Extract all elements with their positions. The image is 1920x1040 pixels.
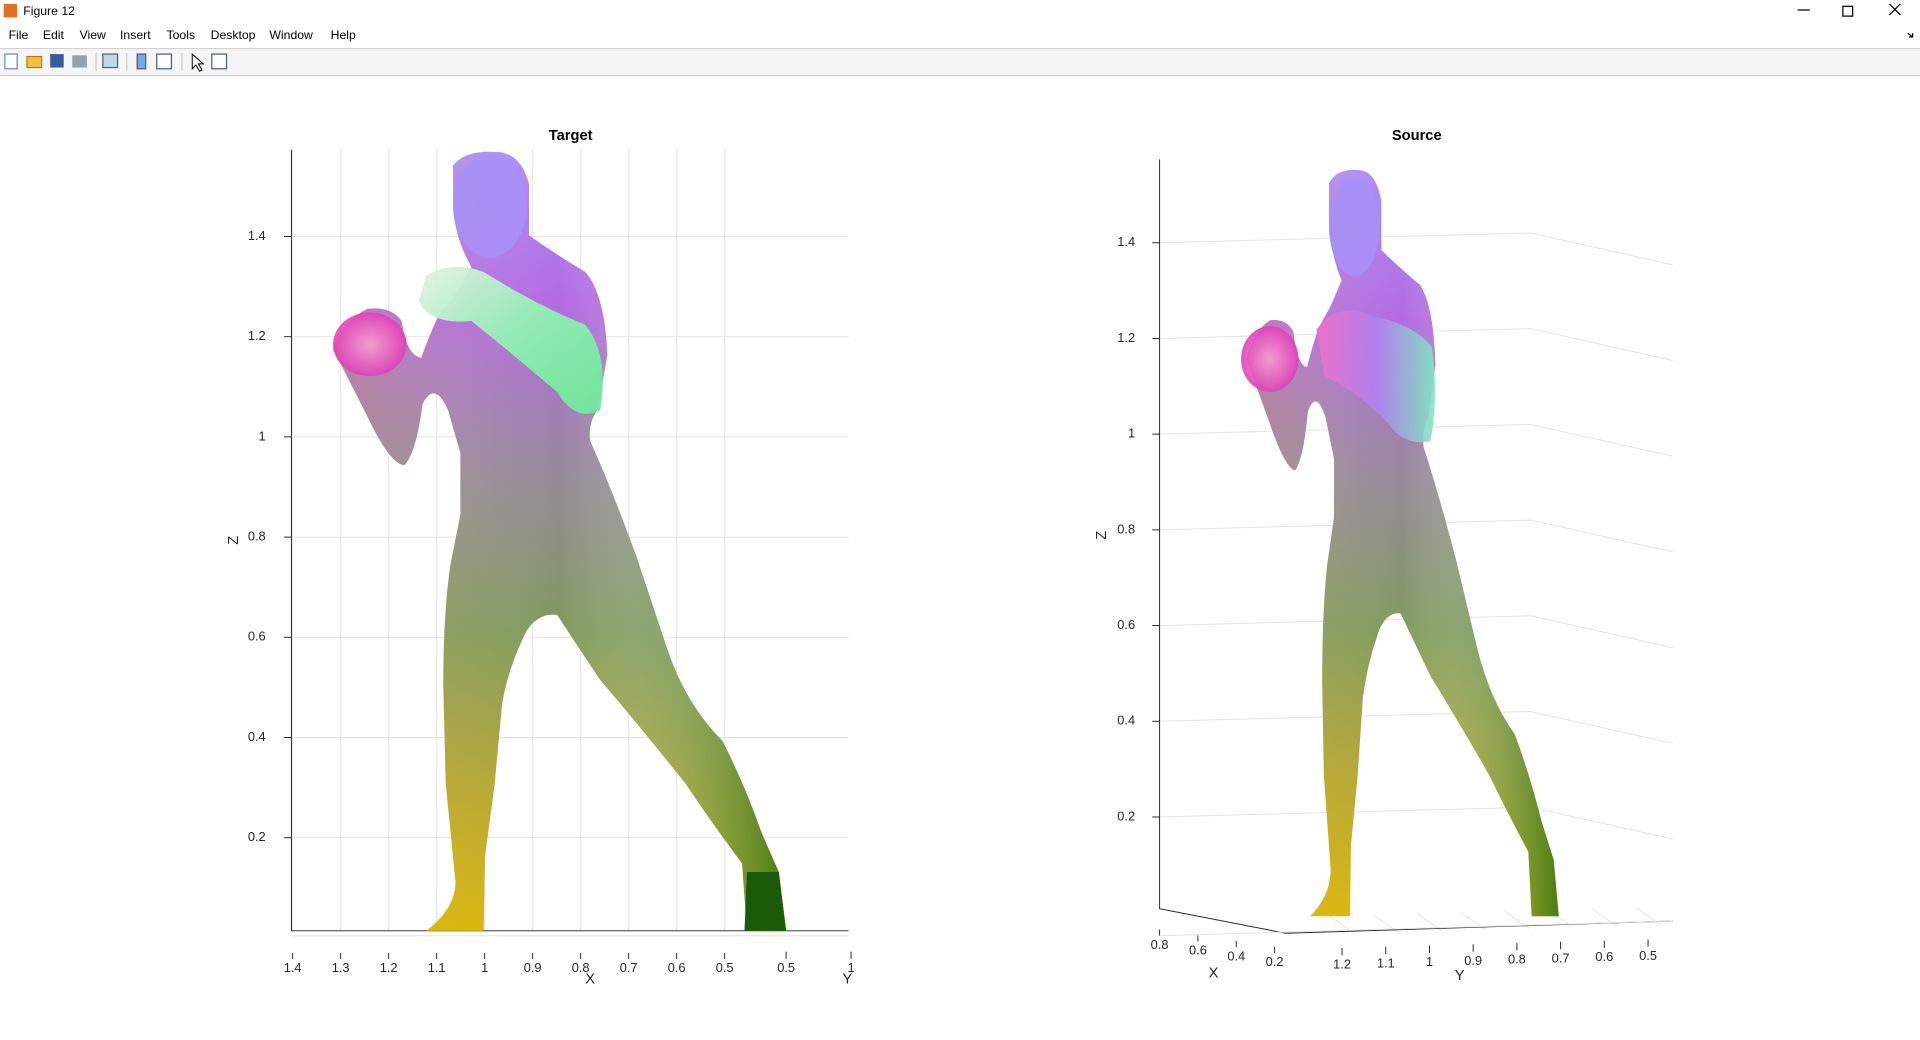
grid-line	[1159, 232, 1673, 266]
menu-item[interactable]: Insert	[120, 28, 151, 42]
z-tick-label: 0.8	[248, 528, 266, 543]
axes-area: 0.2 0.4 0.6 0.8 1 1.2 1.4 1.4 1.3 1.2 1.1 1 0.9 0.8 0.…	[226, 128, 1673, 988]
grid-line	[1159, 710, 1673, 744]
x-tick-label: 0.8	[572, 960, 590, 975]
open-button[interactable]	[26, 55, 43, 69]
axes-title: Target	[549, 128, 593, 144]
z-axis-label: Z	[226, 536, 242, 545]
edit-plot-button[interactable]	[191, 52, 205, 72]
z-tick-label: 0.4	[248, 729, 266, 744]
axis-line	[1159, 920, 1673, 937]
y-tick-label: 0.7	[1552, 950, 1570, 965]
x-tick-label: 1	[481, 960, 488, 975]
target-mesh	[333, 151, 787, 931]
toolbar	[0, 49, 1920, 75]
y-axis-label: Y	[842, 972, 852, 988]
menu-item[interactable]: View	[80, 28, 106, 42]
dock-button[interactable]	[1907, 32, 1914, 38]
x-tick-label: 1.2	[380, 960, 398, 975]
x-tick-label: 0.2	[1266, 954, 1284, 969]
x-tick-label: 0.4	[1227, 948, 1245, 963]
axis-line	[290, 149, 849, 932]
z-tick-label: 0.2	[1117, 808, 1135, 823]
y-tick-label: 1.1	[1377, 955, 1395, 970]
x-tick-label: 0.8	[1151, 937, 1169, 952]
y-tick-label: 1.2	[1333, 956, 1351, 971]
z-tick-label: 0.8	[1117, 521, 1135, 536]
menu-bar	[0, 23, 1920, 48]
grid-line	[1159, 615, 1673, 649]
x-tick-label: 1.4	[284, 960, 302, 975]
menu-item[interactable]: Tools	[167, 28, 196, 42]
legend-button[interactable]	[156, 53, 173, 70]
colorbar-button[interactable]	[136, 53, 147, 70]
menu-item[interactable]: Window	[269, 28, 313, 42]
x-tick-label: 0.5	[716, 960, 734, 975]
menu-item[interactable]: File	[9, 28, 29, 42]
menu-item[interactable]: Desktop	[211, 28, 256, 42]
window-title: Figure 12	[23, 4, 75, 18]
z-tick-label: 1	[259, 428, 266, 443]
z-tick-label: 0.4	[1117, 713, 1135, 728]
y-tick-label: 1	[847, 960, 854, 975]
x-axis-label: X	[1209, 966, 1219, 982]
z-tick-label: 1.4	[248, 228, 266, 243]
close-button[interactable]	[1888, 3, 1901, 16]
menu: File Edit View Insert Tools Desktop Window Help	[9, 28, 356, 42]
z-tick-label: 1.2	[248, 328, 266, 343]
menu-item[interactable]: Help	[331, 28, 356, 42]
source-mesh	[1241, 169, 1559, 917]
x-axis-label: X	[585, 972, 595, 988]
grid-line	[1159, 519, 1673, 553]
title-bar	[0, 0, 1920, 24]
z-tick-label: 0.6	[1117, 617, 1135, 632]
restore-button[interactable]	[1842, 5, 1854, 17]
x-tick-label: 1.1	[428, 960, 446, 975]
z-tick-label: 1.2	[1117, 330, 1135, 345]
print-button[interactable]	[72, 55, 87, 68]
y-tick-label: 0.6	[1595, 949, 1613, 964]
app-icon	[3, 3, 18, 18]
menu-item[interactable]: Edit	[43, 28, 65, 42]
y-tick-label: 1	[1426, 954, 1433, 969]
axes-title: Source	[1392, 128, 1442, 144]
z-tick-label: 1	[1128, 426, 1135, 441]
x-tick-label: 0.7	[620, 960, 638, 975]
x-tick-label: 0.9	[524, 960, 542, 975]
x-tick-label: 0.6	[1189, 943, 1207, 958]
y-axis-label: Y	[1455, 968, 1465, 984]
z-tick-label: 0.2	[248, 829, 266, 844]
y-tick-label: 0.9	[1464, 953, 1482, 968]
new-figure-button[interactable]	[4, 53, 18, 70]
save-button[interactable]	[50, 54, 64, 68]
y-tick-label: 0.5	[1639, 948, 1657, 963]
property-inspector-button[interactable]	[211, 53, 228, 70]
y-tick-label: 0.5	[777, 960, 795, 975]
y-tick-label: 0.8	[1508, 952, 1526, 967]
z-tick-label: 1.4	[1117, 234, 1135, 249]
x-tick-label: 1.3	[332, 960, 350, 975]
link-button[interactable]	[102, 53, 119, 69]
z-tick-label: 0.6	[248, 629, 266, 644]
x-tick-label: 0.6	[668, 960, 686, 975]
z-axis-label: Z	[1094, 531, 1110, 540]
axis-line	[1159, 159, 1673, 934]
